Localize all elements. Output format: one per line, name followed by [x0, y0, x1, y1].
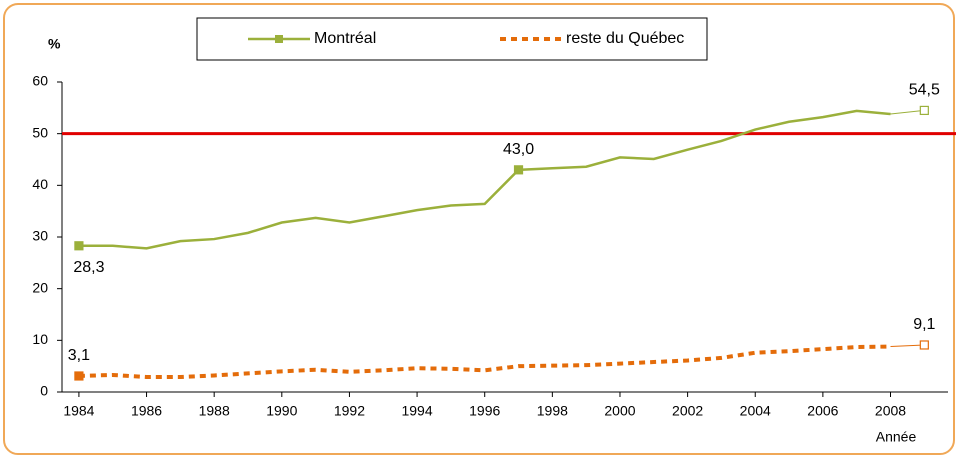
x-tick-label: 2004: [740, 403, 771, 419]
y-tick-label: 30: [32, 228, 48, 244]
legend-marker: [275, 35, 283, 43]
legend-label: reste du Québec: [566, 30, 684, 47]
data-label: 3,1: [68, 347, 90, 364]
data-label: 54,5: [909, 82, 940, 99]
series-line: [78, 109, 891, 250]
series-line: [78, 344, 891, 380]
x-tick-label: 1992: [334, 403, 365, 419]
marker: [513, 165, 524, 175]
marker: [74, 241, 84, 251]
y-tick-label: 50: [32, 124, 48, 140]
x-tick-label: 2000: [604, 403, 635, 419]
x-tick-label: 1984: [63, 403, 94, 419]
x-axis-label: Année: [876, 429, 917, 445]
frame: [3, 3, 955, 455]
x-tick-label: 2002: [672, 403, 703, 419]
marker: [919, 105, 929, 116]
marker: [919, 340, 929, 350]
data-label: 43,0: [503, 141, 534, 158]
series-line-end: [890, 344, 925, 348]
data-label: 9,1: [913, 316, 935, 333]
data-label: 28,3: [73, 259, 104, 276]
x-tick-label: 2006: [807, 403, 838, 419]
legend-label: Montréal: [314, 30, 376, 47]
x-tick-label: 1988: [199, 403, 230, 419]
y-tick-label: 10: [32, 331, 48, 347]
y-axis-label: %: [48, 36, 61, 52]
y-tick-label: 20: [32, 279, 48, 295]
x-tick-label: 1990: [266, 403, 297, 419]
marker: [74, 371, 84, 381]
x-tick-label: 1994: [401, 403, 432, 419]
x-tick-label: 1986: [131, 403, 162, 419]
x-tick-label: 1998: [537, 403, 568, 419]
x-tick-label: 2008: [875, 403, 906, 419]
series-line-end: [890, 109, 925, 115]
y-tick-label: 60: [32, 73, 48, 89]
x-tick-label: 1996: [469, 403, 500, 419]
y-tick-label: 40: [32, 176, 48, 192]
y-tick-label: 0: [40, 383, 48, 399]
